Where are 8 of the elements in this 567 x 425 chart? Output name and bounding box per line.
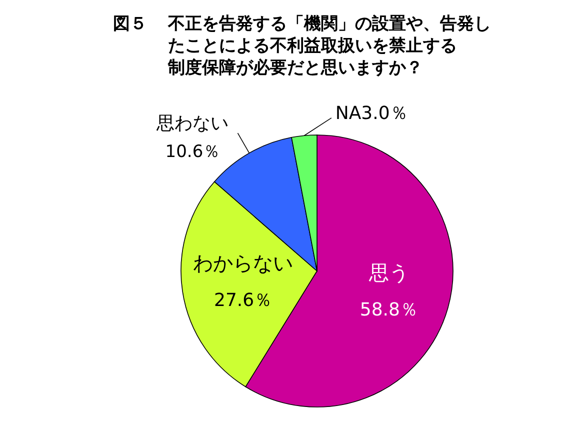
data-label: 27.6％ — [214, 290, 272, 312]
data-label: 58.8％ — [360, 299, 418, 320]
slice-label: わからない — [193, 251, 294, 276]
slice-label: NA3.0％ — [335, 102, 408, 124]
chart-title: 図５ 不正を告発する「機関」の設置や、告発したことによる不利益取扱いを禁止する制度保障が必要だと思いますか？ — [113, 14, 491, 78]
data-label: 10.6％ — [165, 142, 220, 162]
slice-label: 思わない — [156, 113, 229, 134]
slice-label: 思う — [368, 260, 409, 284]
